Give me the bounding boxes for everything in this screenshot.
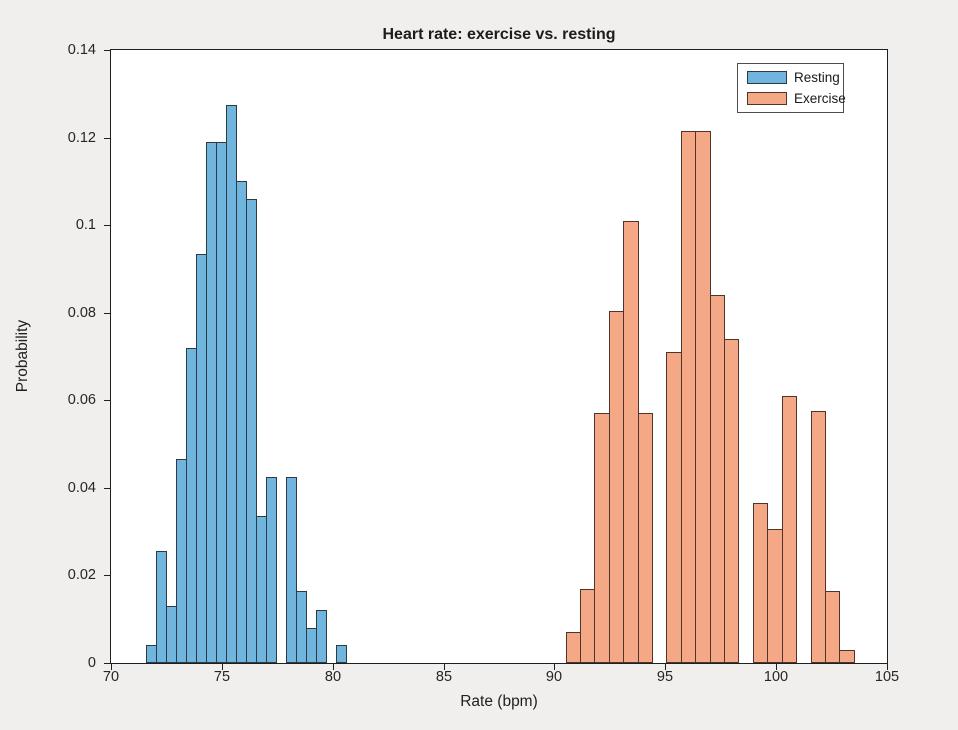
exercise-histogram-bar <box>681 131 696 663</box>
exercise-histogram-bar <box>839 650 855 663</box>
legend: Resting Exercise <box>737 63 846 113</box>
legend-item-exercise: Exercise <box>747 90 846 107</box>
x-tick-mark <box>887 664 888 670</box>
legend-item-resting: Resting <box>747 69 843 86</box>
exercise-histogram-bar <box>724 339 739 663</box>
exercise-histogram-bar <box>594 413 610 663</box>
exercise-histogram-bar <box>767 529 783 663</box>
exercise-histogram-bar <box>753 503 768 663</box>
x-tick-label: 70 <box>102 669 120 685</box>
y-tick-mark <box>104 138 110 139</box>
resting-histogram-bar <box>246 199 257 663</box>
y-tick-label: 0 <box>87 655 96 671</box>
legend-label-resting: Resting <box>794 70 840 85</box>
x-tick-mark <box>111 664 112 670</box>
exercise-histogram-bar <box>782 396 797 663</box>
y-tick-label: 0.06 <box>67 392 96 408</box>
x-tick-mark <box>333 664 334 670</box>
y-tick-mark <box>104 313 110 314</box>
exercise-histogram-bar <box>710 295 725 663</box>
x-tick-label: 105 <box>874 669 900 685</box>
y-tick-mark <box>104 488 110 489</box>
plot-area <box>110 49 888 664</box>
resting-histogram-bar <box>336 645 347 663</box>
y-tick-label: 0.04 <box>67 480 96 496</box>
resting-histogram-bar <box>286 477 297 663</box>
exercise-histogram-bar <box>638 413 653 663</box>
exercise-histogram-bar <box>623 221 639 663</box>
chart-title: Heart rate: exercise vs. resting <box>382 26 616 43</box>
x-tick-mark <box>665 664 666 670</box>
x-tick-label: 75 <box>213 669 231 685</box>
y-tick-mark <box>104 225 110 226</box>
x-tick-label: 85 <box>435 669 453 685</box>
x-tick-mark <box>222 664 223 670</box>
x-tick-label: 90 <box>545 669 563 685</box>
x-axis-label: Rate (bpm) <box>460 693 538 710</box>
y-tick-mark <box>104 575 110 576</box>
x-tick-mark <box>776 664 777 670</box>
exercise-histogram-bar <box>566 632 581 663</box>
y-tick-label: 0.14 <box>67 42 96 58</box>
resting-histogram-bar <box>316 610 327 663</box>
x-tick-label: 100 <box>763 669 789 685</box>
exercise-histogram-bar <box>695 131 711 663</box>
resting-histogram-bar <box>296 591 307 663</box>
exercise-legend-swatch-icon <box>747 92 787 105</box>
exercise-histogram-bar <box>825 591 840 663</box>
y-tick-mark <box>104 663 110 664</box>
y-axis-label: Probability <box>14 319 31 393</box>
y-tick-mark <box>104 50 110 51</box>
x-tick-mark <box>554 664 555 670</box>
x-tick-label: 80 <box>324 669 342 685</box>
resting-legend-swatch-icon <box>747 71 787 84</box>
resting-histogram-bar <box>266 477 277 663</box>
exercise-histogram-bar <box>666 352 682 663</box>
y-tick-label: 0.12 <box>67 130 96 146</box>
y-tick-label: 0.02 <box>67 567 96 583</box>
exercise-histogram-bar <box>609 311 624 663</box>
y-tick-mark <box>104 400 110 401</box>
x-tick-mark <box>444 664 445 670</box>
x-tick-label: 95 <box>656 669 674 685</box>
y-tick-label: 0.08 <box>67 305 96 321</box>
legend-label-exercise: Exercise <box>794 91 846 106</box>
y-tick-label: 0.1 <box>75 217 96 233</box>
exercise-histogram-bar <box>580 589 595 663</box>
exercise-histogram-bar <box>811 411 826 663</box>
